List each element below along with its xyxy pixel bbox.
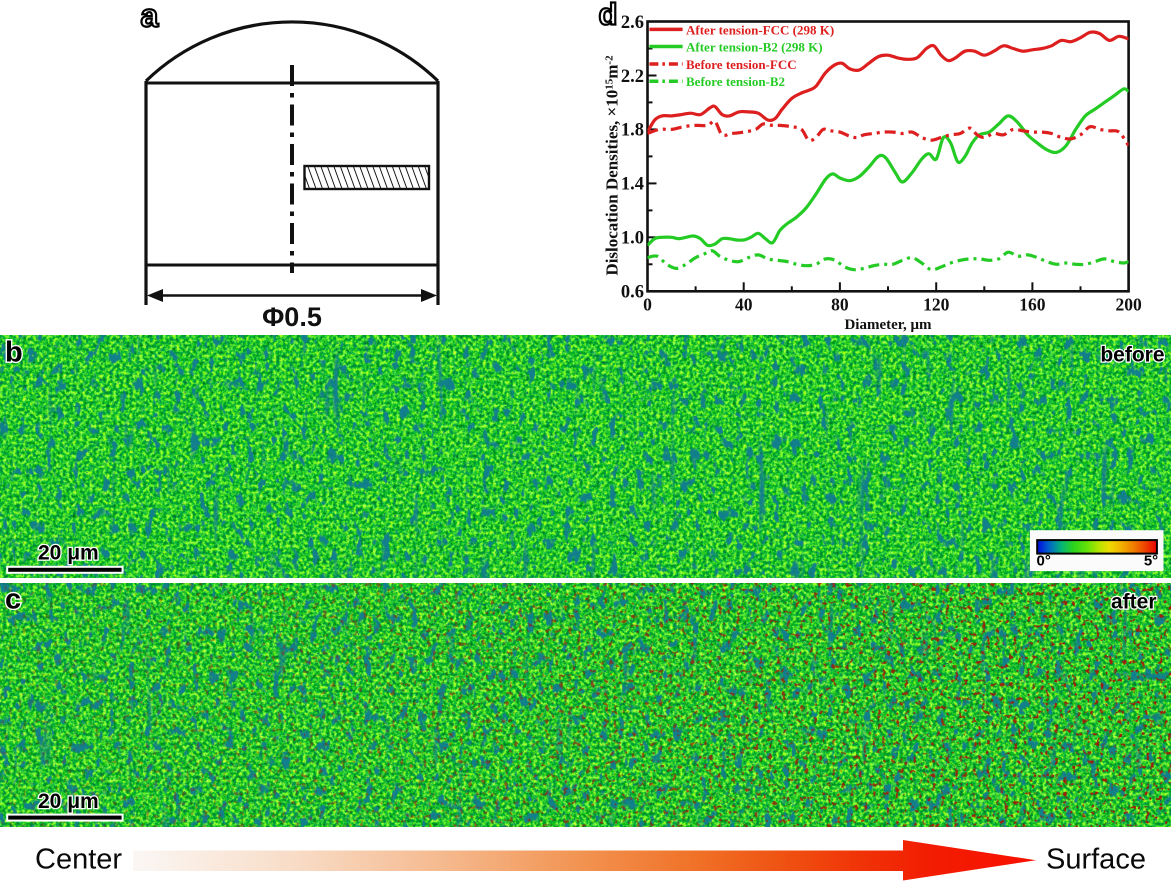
svg-text:After tension-FCC (298 K): After tension-FCC (298 K) xyxy=(686,22,834,37)
svg-text:c: c xyxy=(5,584,21,616)
svg-text:40: 40 xyxy=(735,294,753,314)
svg-text:Center: Center xyxy=(35,844,122,876)
svg-text:200: 200 xyxy=(1115,294,1142,314)
svg-text:Dislocation Densities, ×1015m-: Dislocation Densities, ×1015m-2 xyxy=(603,55,622,276)
svg-text:After tension-B2 (298 K): After tension-B2 (298 K) xyxy=(686,40,823,55)
svg-text:2.2: 2.2 xyxy=(621,67,644,87)
svg-text:0.6: 0.6 xyxy=(621,283,644,303)
svg-text:1.0: 1.0 xyxy=(621,229,644,249)
svg-text:after: after xyxy=(1111,591,1157,614)
svg-text:b: b xyxy=(5,337,23,369)
svg-text:1.4: 1.4 xyxy=(621,175,644,195)
svg-text:d: d xyxy=(599,0,618,32)
svg-text:Diameter, μm: Diameter, μm xyxy=(844,317,932,333)
svg-text:0°: 0° xyxy=(1037,553,1051,570)
svg-text:Before tension-B2: Before tension-B2 xyxy=(686,74,785,89)
svg-text:Surface: Surface xyxy=(1046,844,1146,876)
svg-text:before: before xyxy=(1100,344,1164,367)
svg-text:20 μm: 20 μm xyxy=(38,541,99,564)
svg-text:160: 160 xyxy=(1019,294,1046,314)
svg-text:1.8: 1.8 xyxy=(621,121,644,141)
svg-text:Before tension-FCC: Before tension-FCC xyxy=(686,57,797,72)
svg-text:20 μm: 20 μm xyxy=(38,790,99,813)
svg-text:2.6: 2.6 xyxy=(621,13,644,33)
svg-text:120: 120 xyxy=(923,294,950,314)
svg-text:a: a xyxy=(141,0,159,34)
svg-text:Φ0.5: Φ0.5 xyxy=(262,302,322,332)
svg-text:0: 0 xyxy=(643,294,652,314)
svg-text:80: 80 xyxy=(831,294,849,314)
svg-text:5°: 5° xyxy=(1144,553,1158,570)
